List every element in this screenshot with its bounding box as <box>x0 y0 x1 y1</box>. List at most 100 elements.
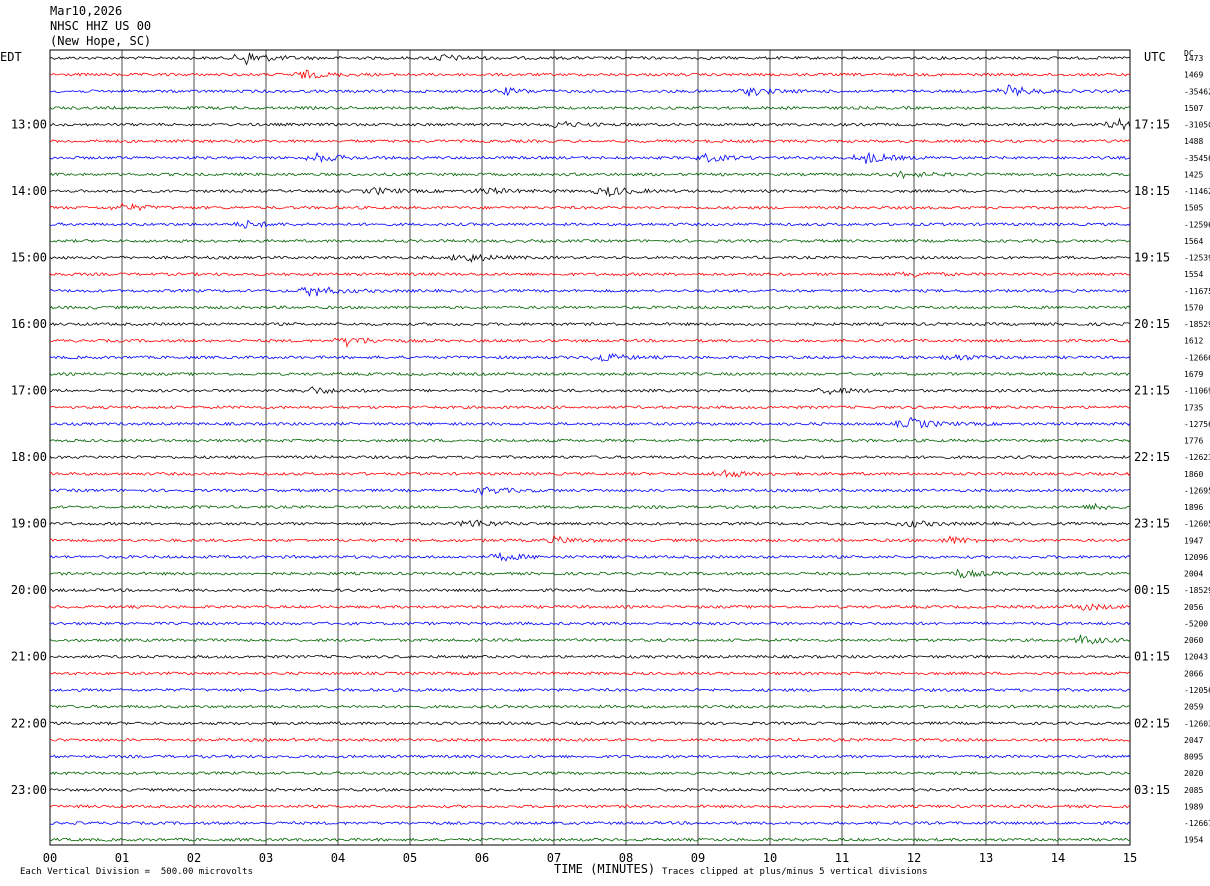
dc-offset-label: 1469 <box>1184 71 1203 80</box>
x-axis-label: TIME (MINUTES) <box>554 862 656 876</box>
dc-offset-label: -35456 <box>1184 154 1210 163</box>
scale-note: Each Vertical Division = 500.00 microvol… <box>20 867 253 877</box>
dc-offset-label: 1564 <box>1184 237 1203 246</box>
trace-line <box>49 69 1131 79</box>
dc-offset-label: 1507 <box>1184 104 1203 113</box>
trace-line <box>49 371 1131 377</box>
x-tick-label: 05 <box>403 851 417 865</box>
left-hour-label: 18:00 <box>11 450 47 464</box>
x-tick-label: 13 <box>979 851 993 865</box>
trace-line <box>49 151 1131 164</box>
trace-line <box>49 469 1131 478</box>
station-label: NHSC HHZ US 00 <box>50 19 152 33</box>
x-tick-label: 12 <box>907 851 921 865</box>
trace-line <box>49 454 1131 460</box>
dc-offset-label: -12695 <box>1184 486 1210 495</box>
right-hour-label: 20:15 <box>1134 317 1170 331</box>
station-header: Mar10,2026 NHSC HHZ US 00 (New Hope, SC) <box>50 4 151 49</box>
left-hour-label: 16:00 <box>11 317 47 331</box>
dc-offset-label: -35462 <box>1184 87 1210 96</box>
trace-line <box>49 202 1131 212</box>
dc-offset-label: 1776 <box>1184 437 1203 446</box>
dc-offset-label: 1473 <box>1184 54 1203 63</box>
dc-offset-label: 2020 <box>1184 769 1203 778</box>
x-tick-label: 03 <box>259 851 273 865</box>
dc-offset-label: 1679 <box>1184 370 1203 379</box>
x-tick-label: 07 <box>547 851 561 865</box>
trace-line <box>49 486 1131 497</box>
dc-offset-label: 1896 <box>1184 503 1203 512</box>
dc-offset-label: 1505 <box>1184 204 1203 213</box>
trace-line <box>49 787 1131 792</box>
dc-offset-label: 2047 <box>1184 736 1203 745</box>
dc-offset-label: -12605 <box>1184 520 1210 529</box>
dc-offset-label: 12096 <box>1184 553 1208 562</box>
x-tick-label: 00 <box>43 851 57 865</box>
dc-offset-label: -18529 <box>1184 320 1210 329</box>
left-hour-label: 22:00 <box>11 716 47 730</box>
dc-offset-label: -12539 <box>1184 254 1210 263</box>
dc-offset-label: -12666 <box>1184 353 1210 362</box>
left-hour-label: 21:00 <box>11 650 47 664</box>
trace-line <box>49 170 1131 180</box>
dc-offset-header: DC <box>1184 49 1194 58</box>
dc-offset-label: -31050 <box>1184 121 1210 130</box>
trace-line <box>49 186 1131 198</box>
left-hour-label: 15:00 <box>11 251 47 265</box>
trace-line <box>49 552 1131 562</box>
dc-offset-label: 1612 <box>1184 337 1203 346</box>
trace-line <box>49 634 1131 645</box>
dc-offset-label: -12623 <box>1184 453 1210 462</box>
trace-line <box>49 737 1131 742</box>
dc-offset-label: 1735 <box>1184 403 1203 412</box>
right-hour-label: 19:15 <box>1134 251 1170 265</box>
dc-offset-label: 2066 <box>1184 669 1203 678</box>
dc-offset-label: 2056 <box>1184 603 1203 612</box>
trace-line <box>49 621 1131 626</box>
dc-offset-label: 12043 <box>1184 653 1208 662</box>
plot-frame <box>49 49 1131 846</box>
dc-offset-label: -11069 <box>1184 387 1210 396</box>
right-hour-label: 00:15 <box>1134 583 1170 597</box>
trace-line <box>49 286 1131 297</box>
trace-line <box>49 52 1131 66</box>
left-hour-label: 23:00 <box>11 783 47 797</box>
trace-line <box>49 271 1131 278</box>
dc-offset-label: 1570 <box>1184 303 1203 312</box>
right-hour-label: 21:15 <box>1134 384 1170 398</box>
trace-line <box>49 721 1131 726</box>
right-hour-label: 02:15 <box>1134 716 1170 730</box>
left-hour-label: 19:00 <box>11 517 47 531</box>
x-tick-label: 10 <box>763 851 777 865</box>
left-hour-label: 13:00 <box>11 118 47 132</box>
right-hour-label: 23:15 <box>1134 517 1170 531</box>
left-hour-label: 14:00 <box>11 184 47 198</box>
x-tick-label: 15 <box>1123 851 1137 865</box>
dc-offset-label: -18529 <box>1184 586 1210 595</box>
dc-offset-label: -12756 <box>1184 420 1210 429</box>
dc-offset-label: 1554 <box>1184 270 1203 279</box>
x-tick-label: 09 <box>691 851 705 865</box>
dc-offset-label: 2059 <box>1184 703 1203 712</box>
trace-line <box>49 671 1131 676</box>
left-hour-label: 17:00 <box>11 384 47 398</box>
location-label: (New Hope, SC) <box>50 34 152 48</box>
x-tick-label: 01 <box>115 851 129 865</box>
dc-offset-label: 1425 <box>1184 170 1203 179</box>
trace-line <box>49 754 1131 759</box>
x-tick-label: 14 <box>1051 851 1065 865</box>
trace-line <box>49 238 1131 244</box>
dc-offset-label: 2004 <box>1184 570 1203 579</box>
date-label: Mar10,2026 <box>50 4 123 18</box>
trace-line <box>49 416 1131 429</box>
left-timezone-label: EDT <box>0 50 22 64</box>
trace-line <box>49 117 1131 131</box>
x-tick-label: 11 <box>835 851 849 865</box>
x-tick-label: 06 <box>475 851 489 865</box>
clip-note: Traces clipped at plus/minus 5 vertical … <box>662 867 928 877</box>
right-timezone-label: UTC <box>1144 50 1166 64</box>
dc-offset-label: -11675 <box>1184 287 1210 296</box>
trace-line <box>49 386 1131 396</box>
trace-line <box>49 837 1131 842</box>
